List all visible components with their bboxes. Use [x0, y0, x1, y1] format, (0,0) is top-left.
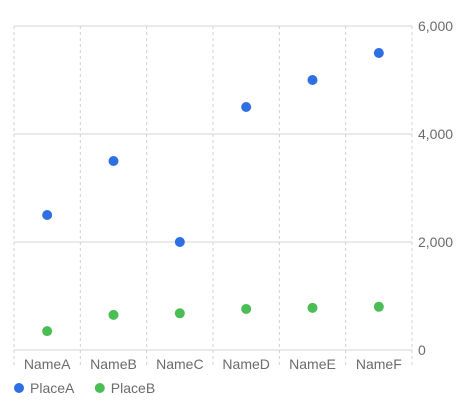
point-placeb-namec: [174, 308, 185, 319]
legend-label-placeb: PlaceB: [111, 380, 155, 396]
legend-label-placea: PlaceA: [30, 380, 75, 396]
x-tick-label: NameE: [289, 356, 336, 372]
x-tick-label: NameD: [222, 356, 269, 372]
point-placeb-nameb: [108, 309, 119, 320]
legend-marker-placea: [14, 383, 24, 393]
y-tick-label: 6,000: [418, 18, 453, 34]
point-placeb-namee: [307, 302, 318, 313]
y-tick-label: 2,000: [418, 234, 453, 250]
grid: [13, 25, 413, 368]
x-tick-label: NameC: [156, 356, 203, 372]
legend: PlaceA PlaceB: [14, 380, 155, 396]
point-placea-namee: [307, 75, 318, 85]
point-placeb-namef: [373, 301, 384, 312]
point-placeb-named: [241, 303, 252, 314]
y-tick-label: 0: [418, 342, 426, 358]
point-placea-namea: [42, 210, 53, 220]
data-points: [42, 48, 384, 337]
point-placea-namec: [174, 237, 185, 247]
point-placea-nameb: [108, 156, 119, 166]
point-placeb-namea: [42, 326, 53, 337]
y-tick-label: 4,000: [418, 126, 453, 142]
x-tick-label: NameB: [90, 356, 137, 372]
point-placea-namef: [373, 48, 384, 58]
point-placea-named: [241, 102, 252, 112]
axes: 0 2,000 4,000 6,000 NameA NameB NameC NameD Name…: [24, 18, 453, 372]
x-tick-label: NameF: [356, 356, 402, 372]
legend-marker-placeb: [94, 383, 105, 393]
x-tick-label: NameA: [24, 356, 71, 372]
